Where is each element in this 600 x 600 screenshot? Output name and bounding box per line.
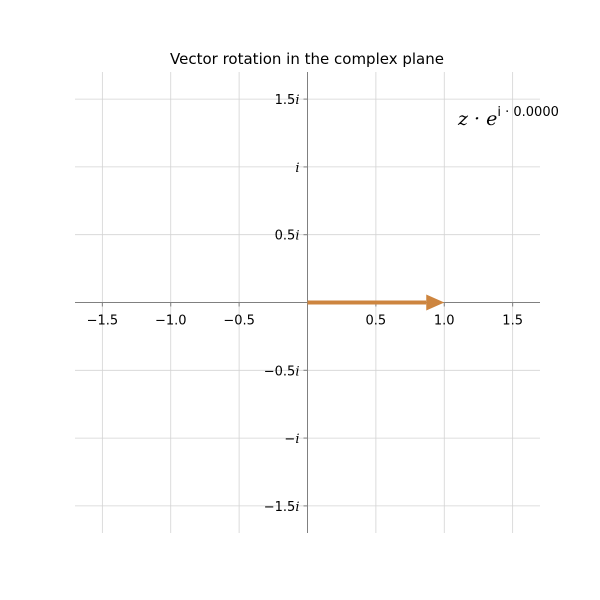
- y-tick-label-4: −i: [284, 432, 299, 447]
- y-tick-label-5: −1.5i: [264, 500, 300, 515]
- y-tick-label-2: 0.5i: [275, 229, 300, 244]
- x-tick-label-1: −1.0: [155, 314, 187, 329]
- chart-title: Vector rotation in the complex plane: [170, 50, 444, 68]
- vector: [307, 294, 445, 311]
- annotation: z · ei · 0.0000: [457, 105, 559, 130]
- y-tick-labels: 1.5i i 0.5i −0.5i −i −1.5i: [264, 93, 308, 515]
- y-tick-label-3: −0.5i: [264, 364, 300, 379]
- rotation-annotation: z · ei · 0.0000: [457, 105, 559, 130]
- x-tick-label-5: 1.5: [502, 314, 523, 329]
- x-tick-label-4: 1.0: [434, 314, 455, 329]
- y-tick-label-1: i: [295, 161, 299, 176]
- y-tick-label-0: 1.5i: [275, 93, 300, 108]
- x-tick-labels: −1.5 −1.0 −0.5 0.5 1.0 1.5: [87, 302, 523, 329]
- x-tick-label-3: 0.5: [366, 314, 387, 329]
- x-tick-label-0: −1.5: [87, 314, 119, 329]
- x-tick-label-2: −0.5: [223, 314, 255, 329]
- vector-arrowhead: [426, 294, 445, 311]
